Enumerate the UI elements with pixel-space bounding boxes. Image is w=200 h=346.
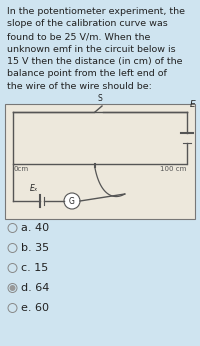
- Text: G: G: [69, 197, 75, 206]
- Circle shape: [10, 285, 16, 291]
- Text: E: E: [190, 100, 196, 109]
- Text: 0cm: 0cm: [14, 166, 29, 172]
- FancyBboxPatch shape: [5, 104, 195, 219]
- Text: 100 cm: 100 cm: [160, 166, 186, 172]
- Text: Eₓ: Eₓ: [30, 184, 38, 193]
- Circle shape: [8, 303, 17, 312]
- Circle shape: [8, 244, 17, 253]
- Circle shape: [64, 193, 80, 209]
- Text: d. 64: d. 64: [21, 283, 49, 293]
- Circle shape: [8, 264, 17, 273]
- Text: a. 40: a. 40: [21, 223, 49, 233]
- Text: S: S: [98, 94, 102, 103]
- Text: b. 35: b. 35: [21, 243, 49, 253]
- Text: e. 60: e. 60: [21, 303, 49, 313]
- Text: In the potentiometer experiment, the
slope of the calibration curve was
found to: In the potentiometer experiment, the slo…: [7, 7, 185, 91]
- Circle shape: [8, 283, 17, 292]
- Circle shape: [8, 224, 17, 233]
- Text: c. 15: c. 15: [21, 263, 48, 273]
